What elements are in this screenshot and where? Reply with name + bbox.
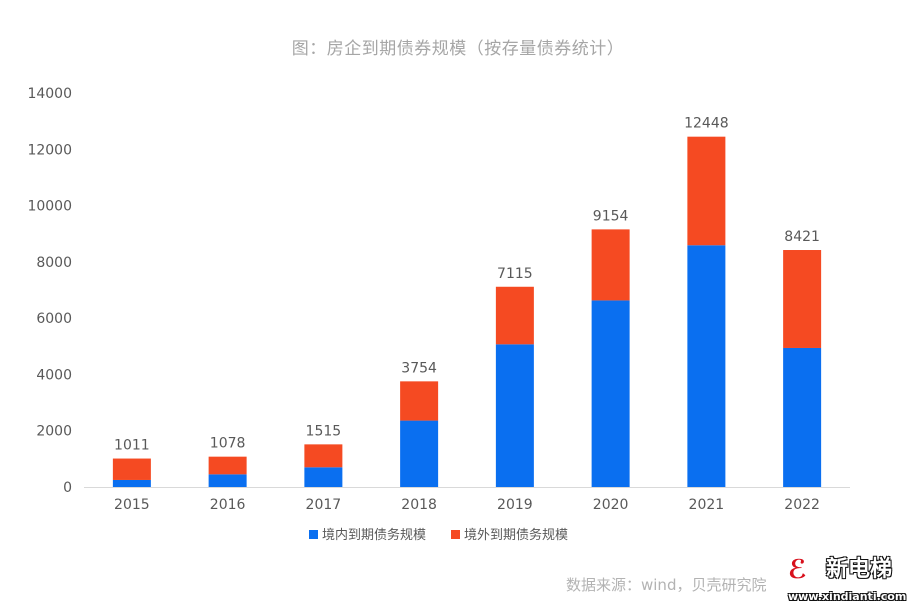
source-note: 数据来源：wind，贝壳研究院 xyxy=(566,576,767,594)
bar-domestic-2019 xyxy=(495,344,534,487)
bar-overseas-2017 xyxy=(304,444,343,468)
bar-overseas-2020 xyxy=(591,229,630,301)
y-tick-label: 8000 xyxy=(36,255,72,271)
legend-label-1: 境外到期债务规模 xyxy=(464,527,568,543)
x-tick-label: 2018 xyxy=(401,497,437,513)
y-tick-label: 14000 xyxy=(27,86,72,102)
bar-domestic-2021 xyxy=(687,245,726,487)
bar-overseas-2016 xyxy=(208,456,247,475)
y-tick-label: 6000 xyxy=(36,311,72,327)
bar-overseas-2015 xyxy=(112,458,151,480)
y-tick-label: 0 xyxy=(63,480,72,496)
y-tick-label: 10000 xyxy=(27,199,72,215)
data-label-total: 1515 xyxy=(306,423,342,439)
bar-domestic-2022 xyxy=(783,347,822,487)
legend-swatch-1 xyxy=(451,530,460,539)
data-label-total: 1011 xyxy=(114,438,150,454)
y-tick-label: 12000 xyxy=(27,142,72,158)
watermark-icon: ℰ xyxy=(788,555,807,585)
bar-domestic-2020 xyxy=(591,300,630,487)
watermark-logo: ℰ 新电梯 www.xindianti.com xyxy=(788,556,913,608)
x-tick-label: 2017 xyxy=(306,497,342,513)
bar-overseas-2018 xyxy=(400,381,439,421)
legend-label-0: 境内到期债务规模 xyxy=(322,527,426,543)
y-tick-label: 4000 xyxy=(36,367,72,383)
bar-overseas-2021 xyxy=(687,136,726,246)
data-label-total: 7115 xyxy=(497,266,533,282)
x-tick-label: 2019 xyxy=(497,497,533,513)
data-label-total: 3754 xyxy=(401,360,437,376)
chart-title: 图：房企到期债券规模（按存量债券统计） xyxy=(291,39,625,59)
x-tick-label: 2015 xyxy=(114,497,150,513)
y-tick-label: 2000 xyxy=(36,424,72,440)
bar-overseas-2019 xyxy=(495,286,534,345)
bar-domestic-2017 xyxy=(304,467,343,487)
data-label-total: 9154 xyxy=(593,208,629,224)
data-label-total: 12448 xyxy=(684,116,729,132)
data-label-total: 8421 xyxy=(784,229,820,245)
x-tick-label: 2022 xyxy=(784,497,820,513)
x-tick-label: 2020 xyxy=(593,497,629,513)
bar-domestic-2016 xyxy=(208,474,247,487)
watermark-name: 新电梯 xyxy=(826,557,893,582)
legend-swatch-0 xyxy=(309,530,318,539)
bar-overseas-2022 xyxy=(783,250,822,348)
bar-domestic-2018 xyxy=(400,420,439,487)
watermark-url: www.xindianti.com xyxy=(788,590,907,603)
x-tick-label: 2016 xyxy=(210,497,246,513)
data-label-total: 1078 xyxy=(210,436,246,452)
bar-domestic-2015 xyxy=(112,479,151,487)
x-tick-label: 2021 xyxy=(689,497,725,513)
